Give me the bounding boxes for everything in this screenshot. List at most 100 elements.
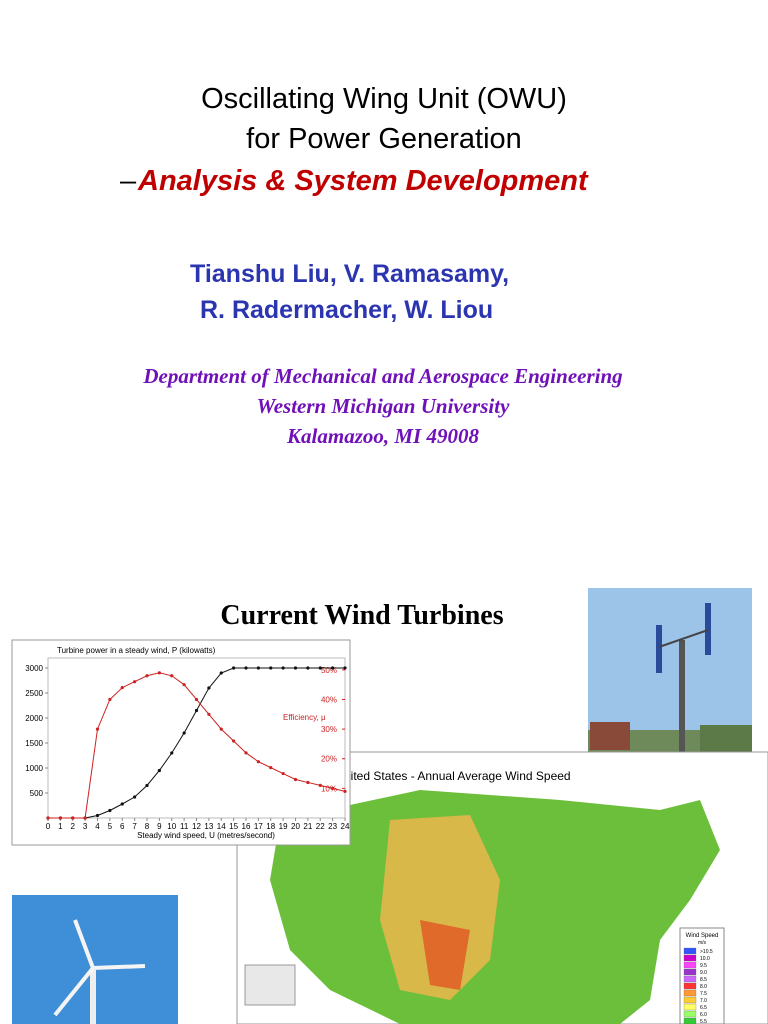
title-line: for Power Generation bbox=[246, 123, 522, 155]
data-point bbox=[194, 697, 199, 702]
y2-tick-label: 50% bbox=[321, 666, 337, 675]
data-point bbox=[269, 666, 273, 670]
y-tick-label: 1000 bbox=[25, 764, 43, 773]
x-tick-label: 15 bbox=[229, 822, 238, 831]
legend-unit: m/s bbox=[698, 940, 707, 946]
title-dash: – bbox=[120, 165, 137, 197]
x-tick-label: 3 bbox=[83, 822, 88, 831]
legend-swatch bbox=[683, 1017, 697, 1024]
x-tick-label: 9 bbox=[157, 822, 162, 831]
data-point bbox=[293, 666, 298, 670]
data-point bbox=[343, 666, 347, 670]
y2-tick-label: 20% bbox=[321, 755, 337, 764]
y2-tick-label: 10% bbox=[321, 784, 337, 793]
data-point bbox=[293, 777, 298, 782]
data-point bbox=[133, 680, 137, 684]
legend-label: 9.0 bbox=[700, 970, 707, 976]
data-point bbox=[145, 783, 149, 788]
y2-tick-label: 30% bbox=[321, 725, 337, 734]
data-point bbox=[133, 795, 137, 799]
data-point bbox=[256, 666, 260, 670]
x-tick-label: 12 bbox=[192, 822, 201, 831]
legend-swatch bbox=[683, 1003, 697, 1011]
legend-label: 10.0 bbox=[700, 956, 710, 962]
y-tick-label: 3000 bbox=[25, 664, 43, 673]
x-tick-label: 10 bbox=[167, 822, 176, 831]
x-tick-label: 20 bbox=[291, 822, 300, 831]
y-tick-label: 2500 bbox=[25, 689, 43, 698]
x-tick-label: 5 bbox=[108, 822, 113, 831]
legend-swatch bbox=[683, 1010, 697, 1018]
data-point bbox=[157, 671, 161, 675]
x-tick-label: 18 bbox=[266, 822, 275, 831]
title-line: Oscillating Wing Unit (OWU) bbox=[201, 83, 567, 115]
data-point bbox=[306, 780, 310, 785]
data-point bbox=[170, 674, 174, 678]
affiliation-line: Kalamazoo, MI 49008 bbox=[286, 424, 479, 448]
x-tick-label: 7 bbox=[132, 822, 137, 831]
data-point bbox=[157, 768, 161, 773]
legend-swatch bbox=[683, 996, 697, 1004]
data-point bbox=[46, 816, 50, 820]
x-tick-label: 8 bbox=[145, 822, 150, 831]
data-point bbox=[256, 760, 260, 764]
map-title: nited States - Annual Average Wind Speed bbox=[344, 769, 571, 783]
x-tick-label: 0 bbox=[46, 822, 51, 831]
data-point bbox=[120, 802, 124, 806]
data-point bbox=[145, 674, 149, 678]
legend-label: 8.5 bbox=[700, 977, 707, 983]
data-point bbox=[71, 816, 75, 820]
x-axis-label: Steady wind speed, U (metres/second) bbox=[137, 831, 275, 840]
x-tick-label: 11 bbox=[180, 822, 189, 831]
legend-swatch bbox=[683, 961, 697, 969]
data-point bbox=[281, 666, 285, 670]
x-tick-label: 17 bbox=[254, 822, 263, 831]
legend-label: 6.0 bbox=[700, 1012, 707, 1018]
x-tick-label: 6 bbox=[120, 822, 125, 831]
data-point bbox=[108, 697, 112, 702]
chart-frame bbox=[11, 639, 351, 846]
data-point bbox=[343, 789, 347, 793]
x-tick-label: 14 bbox=[217, 822, 226, 831]
data-point bbox=[95, 727, 100, 731]
data-point bbox=[83, 816, 87, 820]
x-tick-label: 16 bbox=[242, 822, 251, 831]
legend-label: 6.5 bbox=[700, 1005, 707, 1011]
legend-swatch bbox=[683, 989, 697, 997]
data-point bbox=[120, 686, 124, 690]
chart-title: Turbine power in a steady wind, P (kilow… bbox=[57, 646, 216, 655]
data-point bbox=[207, 686, 211, 690]
x-tick-label: 4 bbox=[95, 822, 100, 831]
legend-swatch bbox=[683, 947, 697, 955]
data-point bbox=[318, 783, 322, 788]
author-line: R. Radermacher, W. Liou bbox=[200, 296, 493, 324]
legend-swatch bbox=[683, 954, 697, 962]
legend-swatch bbox=[683, 982, 697, 990]
affiliation-line: Western Michigan University bbox=[257, 394, 510, 418]
x-tick-label: 2 bbox=[71, 822, 76, 831]
data-point bbox=[58, 816, 62, 820]
x-tick-label: 24 bbox=[341, 822, 350, 831]
x-tick-label: 21 bbox=[303, 822, 312, 831]
turbine-photo bbox=[12, 895, 178, 1024]
x-tick-label: 13 bbox=[204, 822, 213, 831]
legend-label: 8.0 bbox=[700, 984, 707, 990]
data-point bbox=[95, 813, 100, 818]
data-point bbox=[182, 683, 186, 687]
data-point bbox=[244, 666, 248, 670]
data-point bbox=[331, 786, 335, 790]
data-point bbox=[108, 808, 112, 813]
chart: Turbine power in a steady wind, P (kilow… bbox=[25, 646, 350, 840]
data-point bbox=[232, 739, 236, 743]
legend-label: 7.0 bbox=[700, 998, 707, 1004]
data-point bbox=[244, 751, 248, 755]
data-point bbox=[331, 666, 335, 670]
x-tick-label: 23 bbox=[328, 822, 337, 831]
data-point bbox=[281, 771, 285, 776]
data-point bbox=[182, 731, 186, 735]
series-label: Efficiency, μ bbox=[283, 713, 326, 722]
affiliation-line: Department of Mechanical and Aerospace E… bbox=[142, 364, 622, 388]
legend-label: 9.5 bbox=[700, 963, 707, 969]
title-line: Analysis & System Development bbox=[137, 165, 589, 197]
